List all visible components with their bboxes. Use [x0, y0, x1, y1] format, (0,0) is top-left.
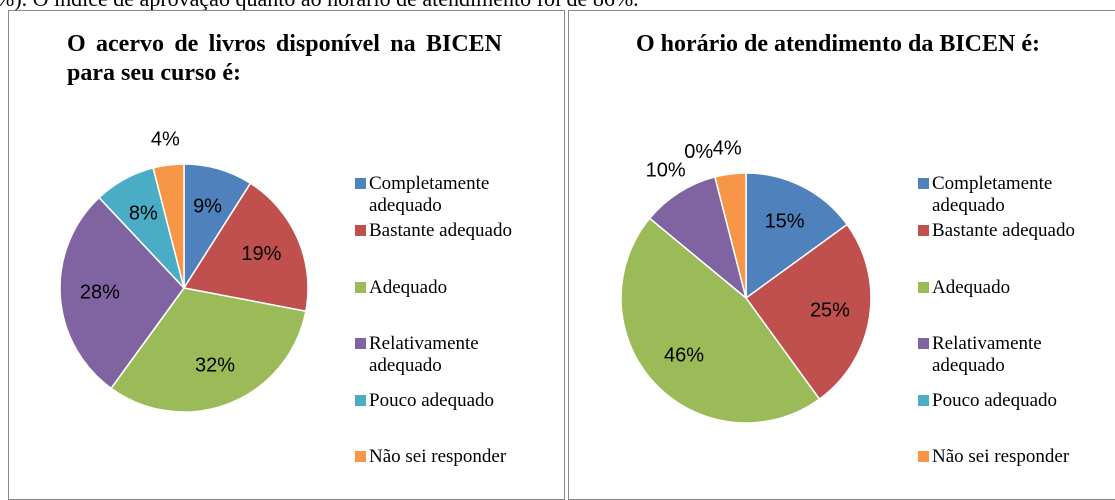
chart-title: O acervo de livros disponível na BICEN p…	[67, 31, 502, 86]
legend-entry: Pouco adequado	[918, 390, 1103, 412]
legend-entry: Adequado	[355, 277, 540, 299]
data-label: 25%	[810, 300, 850, 322]
pie-slice	[59, 196, 185, 390]
data-label: 19%	[241, 243, 281, 265]
data-label: 28%	[80, 282, 120, 304]
legend-swatch	[918, 282, 929, 293]
data-label: 15%	[765, 211, 805, 233]
legend-swatch	[355, 395, 366, 406]
legend-swatch	[918, 178, 929, 189]
legend-label: Completamente adequado	[932, 173, 1053, 216]
legend-swatch	[918, 395, 929, 406]
legend-swatch	[918, 225, 929, 236]
legend-label: Bastante adequado	[932, 220, 1075, 241]
legend-entry: Completamente adequado	[918, 173, 1103, 217]
legend-entry: Pouco adequado	[355, 390, 540, 412]
intro-text: %). O índice de aprovação quanto ao horá…	[0, 0, 639, 12]
pie-slice	[110, 287, 307, 413]
pie-slice	[152, 163, 185, 289]
data-label: 8%	[129, 202, 158, 224]
legend-swatch	[355, 178, 366, 189]
pie-slice	[714, 172, 747, 299]
legend-entry: Adequado	[918, 277, 1103, 299]
legend-entry: Completamente adequado	[355, 173, 540, 217]
pie-slice	[745, 172, 849, 300]
data-label: 46%	[664, 344, 704, 366]
data-label: 4%	[713, 137, 742, 159]
legend-entry: Relativamente adequado	[355, 333, 540, 377]
pie-slice	[744, 223, 872, 401]
legend-entry: Bastante adequado	[918, 220, 1103, 242]
legend-swatch	[355, 225, 366, 236]
legend-label: Não sei responder	[369, 446, 507, 467]
legend-label: Relativamente adequado	[369, 333, 479, 376]
legend-swatch	[918, 338, 929, 349]
data-label: 32%	[195, 355, 235, 377]
data-label: 10%	[646, 160, 686, 182]
legend-swatch	[355, 282, 366, 293]
data-label: 0%	[684, 141, 713, 163]
pie-slice	[182, 182, 309, 313]
legend-entry: Não sei responder	[355, 446, 540, 468]
legend-swatch	[355, 338, 366, 349]
legend-entry: Relativamente adequado	[918, 333, 1103, 377]
legend-label: Não sei responder	[932, 446, 1070, 467]
legend-swatch	[355, 451, 366, 462]
chart-title: O horário de atendimento da BICEN é:	[636, 31, 1040, 57]
legend-label: Adequado	[369, 277, 448, 298]
legend-entry: Bastante adequado	[355, 220, 540, 242]
legend-label: Pouco adequado	[932, 390, 1058, 411]
data-label: 9%	[193, 195, 222, 217]
legend-entry: Não sei responder	[918, 446, 1103, 468]
pie-slice	[620, 217, 821, 424]
legend-label: Relativamente adequado	[932, 333, 1042, 376]
legend-swatch	[918, 451, 929, 462]
legend-label: Adequado	[932, 277, 1011, 298]
legend-label: Bastante adequado	[369, 220, 512, 241]
data-label: 4%	[151, 129, 180, 151]
legend-label: Completamente adequado	[369, 173, 490, 216]
legend-label: Pouco adequado	[369, 390, 495, 411]
